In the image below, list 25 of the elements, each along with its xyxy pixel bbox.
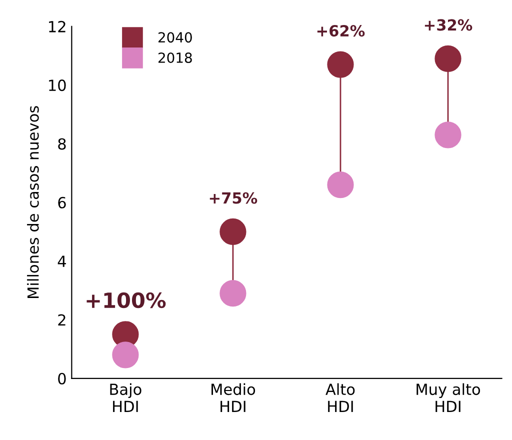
point [434, 45, 462, 72]
y-tick-label: 8 [58, 138, 66, 150]
annotation: +62% [317, 25, 365, 37]
x-tick-label: Medio HDI [212, 383, 256, 412]
x-tick-label: Muy alto HDI [416, 383, 480, 412]
point [220, 280, 246, 307]
legend-label: 2018 [158, 52, 192, 63]
point [434, 122, 462, 148]
point [327, 51, 354, 78]
annotation: +100% [86, 292, 166, 308]
point [220, 218, 246, 246]
point [112, 342, 139, 368]
legend-label: 2040 [158, 32, 192, 43]
y-tick-label: 4 [58, 256, 66, 267]
x-tick-label: Bajo HDI [110, 383, 142, 412]
annotation: +75% [210, 192, 258, 204]
point [327, 171, 354, 198]
y-tick-label: 6 [58, 196, 66, 208]
annotation: +32% [424, 19, 472, 31]
y-tick-label: 12 [49, 20, 66, 32]
y-tick-label: 0 [58, 372, 66, 384]
x-tick-label: Alto HDI [326, 383, 355, 412]
y-axis-title: Millones de casos nuevos [27, 106, 39, 298]
y-tick-label: 2 [58, 314, 66, 326]
y-tick-label: 10 [49, 80, 66, 92]
